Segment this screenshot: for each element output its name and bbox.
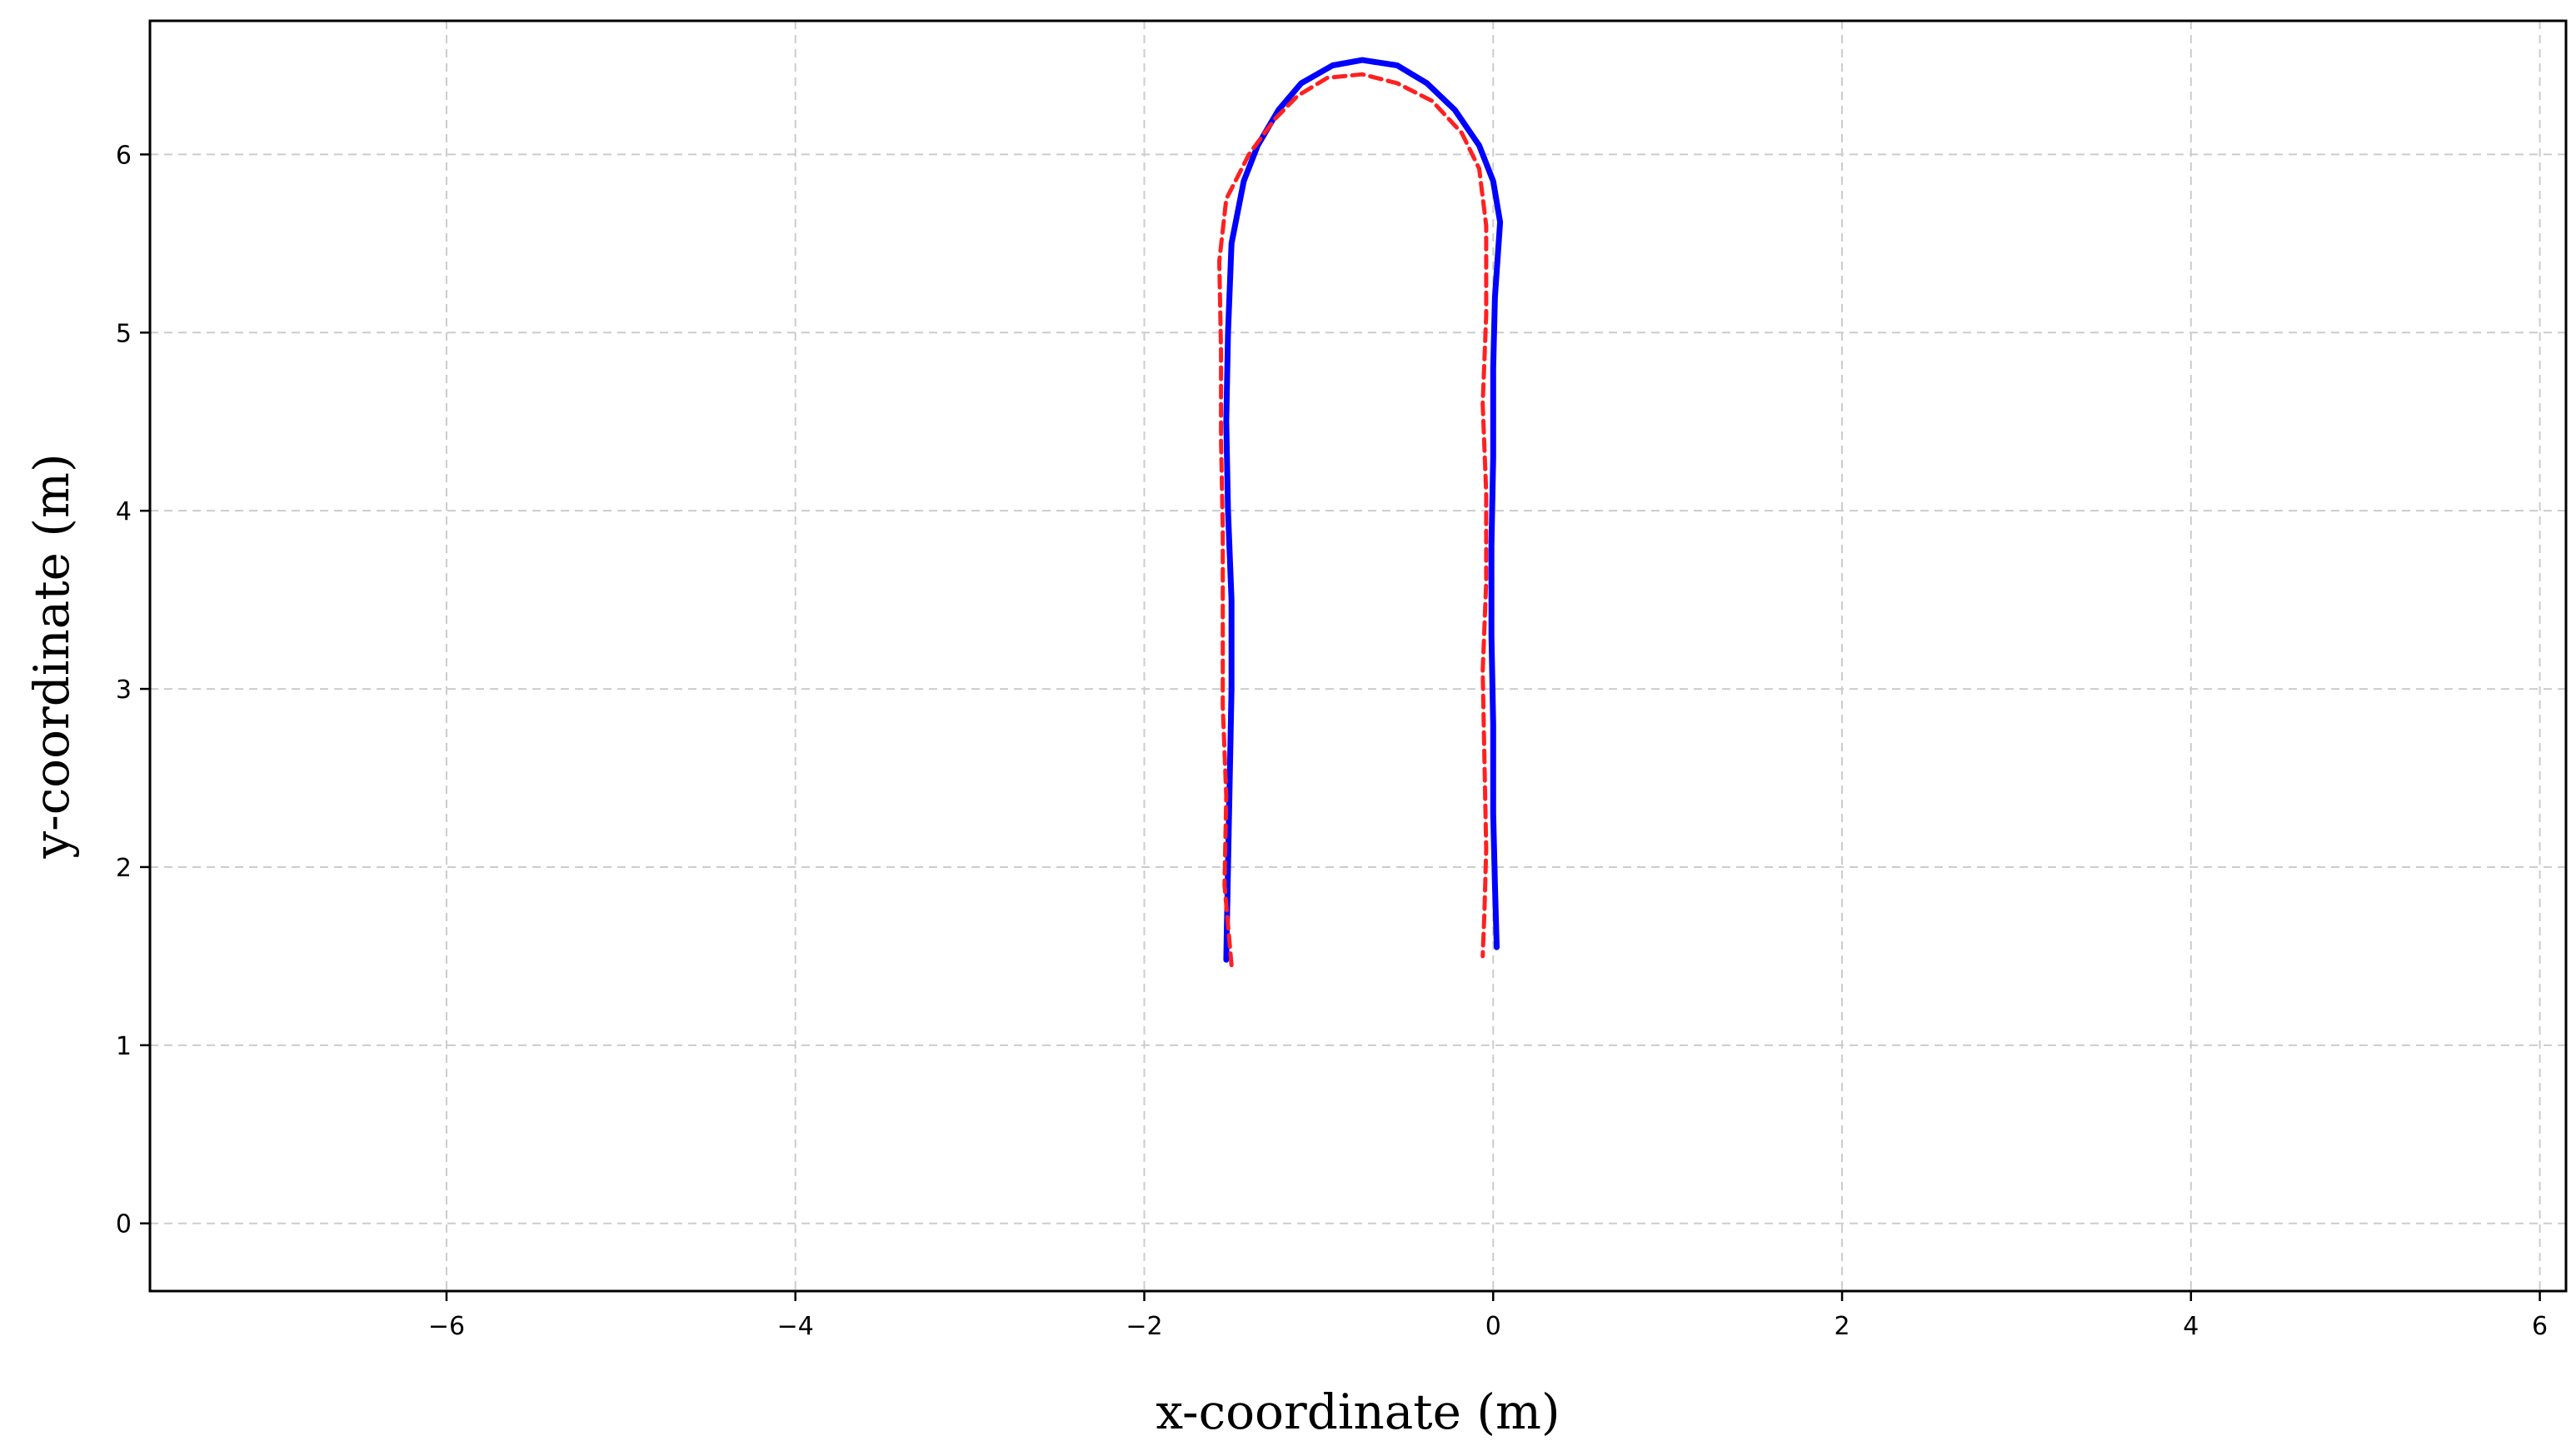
series-1-line [1217, 72, 1489, 968]
y-tick-label: 6 [116, 141, 132, 170]
y-axis-label: y-coordinate (m) [23, 453, 80, 859]
y-tick-label: 0 [116, 1210, 132, 1239]
grid [150, 21, 2566, 1291]
y-tick-label: 1 [116, 1032, 132, 1061]
y-tick-label: 4 [116, 497, 132, 526]
x-tick-label: −4 [777, 1312, 814, 1341]
x-tick-label: −2 [1126, 1312, 1162, 1341]
x-axis-label: x-coordinate (m) [1156, 1384, 1560, 1440]
x-tick-label: 2 [1835, 1312, 1850, 1341]
y-tick-label: 5 [116, 319, 132, 348]
x-tick-label: 6 [2532, 1312, 2548, 1341]
plot-frame [148, 19, 2568, 1293]
series-layer [1217, 57, 1504, 968]
x-tick-label: 0 [1485, 1312, 1501, 1341]
y-tick-label: 2 [116, 854, 132, 883]
y-tick-label: 3 [116, 676, 132, 705]
x-tick-label: −6 [428, 1312, 465, 1341]
x-tick-label: 4 [2183, 1312, 2199, 1341]
ticks: −6 −4 −2 0 2 4 6 0 1 2 3 4 5 6 [116, 141, 2548, 1341]
series-0-line [1223, 57, 1504, 963]
